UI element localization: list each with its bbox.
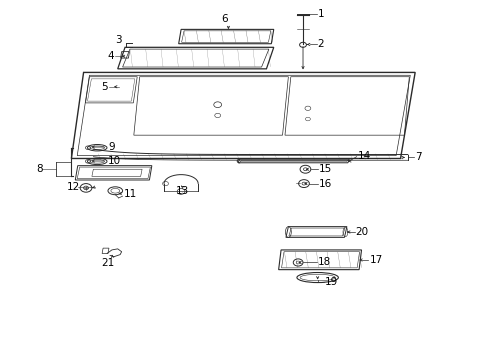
Text: 5: 5 bbox=[101, 82, 107, 92]
Text: 2: 2 bbox=[317, 40, 324, 49]
Text: 4: 4 bbox=[107, 51, 113, 61]
Text: 11: 11 bbox=[123, 189, 137, 199]
Text: 12: 12 bbox=[66, 182, 80, 192]
Text: 17: 17 bbox=[368, 255, 382, 265]
Text: 14: 14 bbox=[357, 151, 370, 161]
Text: 3: 3 bbox=[115, 35, 122, 45]
Text: 9: 9 bbox=[108, 142, 114, 152]
Text: 19: 19 bbox=[325, 277, 338, 287]
Text: 10: 10 bbox=[108, 156, 121, 166]
Text: 15: 15 bbox=[318, 164, 331, 174]
Text: 6: 6 bbox=[221, 14, 228, 24]
Text: 18: 18 bbox=[317, 257, 330, 267]
Text: 8: 8 bbox=[36, 164, 42, 174]
Text: 1: 1 bbox=[317, 9, 324, 19]
Text: 21: 21 bbox=[101, 258, 114, 268]
Text: 13: 13 bbox=[176, 186, 189, 197]
Text: 16: 16 bbox=[318, 179, 331, 189]
Text: 7: 7 bbox=[414, 152, 421, 162]
Text: 20: 20 bbox=[355, 227, 368, 237]
